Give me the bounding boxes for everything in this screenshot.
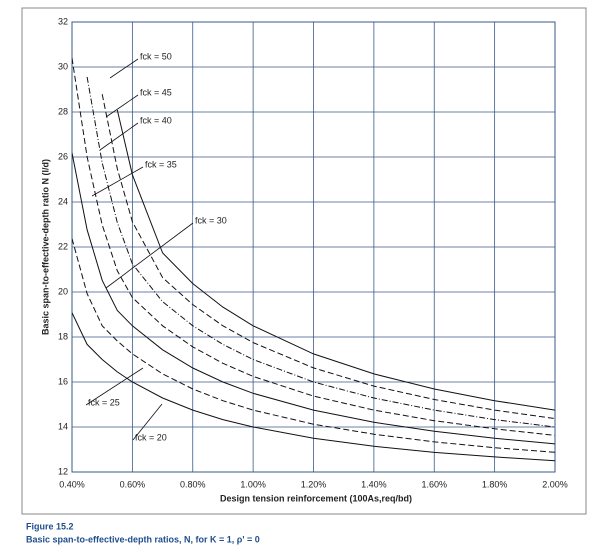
label-bg: [193, 215, 235, 227]
series-line: [72, 312, 555, 462]
figure-label: Figure 15.2: [26, 521, 74, 531]
y-tick-label: 12: [58, 466, 68, 476]
x-tick-label: 2.00%: [542, 479, 568, 489]
y-axis-label: Basic span-to-effective-depth ratio N (l…: [40, 159, 50, 335]
y-tick-label: 20: [58, 286, 68, 296]
legend-label: fck = 35: [145, 159, 177, 169]
leader-line: [109, 58, 139, 79]
legend-label: fck = 40: [140, 115, 172, 125]
legend-label: fck = 20: [135, 432, 167, 442]
label-bg: [138, 51, 180, 63]
label-bg: [86, 397, 128, 409]
series-line: [116, 109, 555, 411]
leader-line: [105, 222, 194, 289]
series-line: [72, 238, 555, 453]
y-tick-label: 22: [58, 241, 68, 251]
y-tick-label: 18: [58, 331, 68, 341]
y-tick-label: 30: [58, 61, 68, 71]
series-line: [86, 76, 555, 428]
series-line: [72, 57, 555, 436]
label-bg: [143, 159, 185, 171]
y-tick-label: 14: [58, 421, 68, 431]
y-tick-label: 28: [58, 106, 68, 116]
y-tick-label: 26: [58, 151, 68, 161]
x-tick-label: 1.80%: [482, 479, 508, 489]
legend-label: fck = 25: [88, 397, 120, 407]
label-bg: [138, 115, 180, 127]
x-tick-label: 1.00%: [240, 479, 266, 489]
x-tick-label: 1.20%: [301, 479, 327, 489]
leader-line: [99, 122, 139, 151]
label-bg: [138, 87, 180, 99]
x-axis-label: Design tension reinforcement (100As,req/…: [220, 493, 412, 503]
x-tick-label: 1.40%: [361, 479, 387, 489]
caption: Basic span-to-effective-depth ratios, N,…: [26, 534, 260, 544]
leader-line: [85, 367, 144, 406]
series-line: [101, 94, 555, 420]
y-tick-label: 24: [58, 196, 68, 206]
series-line: [72, 152, 555, 445]
x-tick-label: 1.60%: [421, 479, 447, 489]
leader-line: [132, 403, 163, 441]
y-tick-label: 16: [58, 376, 68, 386]
x-tick-label: 0.40%: [59, 479, 85, 489]
x-tick-label: 0.80%: [180, 479, 206, 489]
y-tick-label: 32: [58, 16, 68, 26]
label-bg: [133, 432, 175, 444]
legend-label: fck = 45: [140, 87, 172, 97]
legend-label: fck = 50: [140, 51, 172, 61]
leader-line: [91, 166, 144, 197]
x-tick-label: 0.60%: [120, 479, 146, 489]
legend-label: fck = 30: [195, 215, 227, 225]
leader-line: [105, 94, 139, 118]
